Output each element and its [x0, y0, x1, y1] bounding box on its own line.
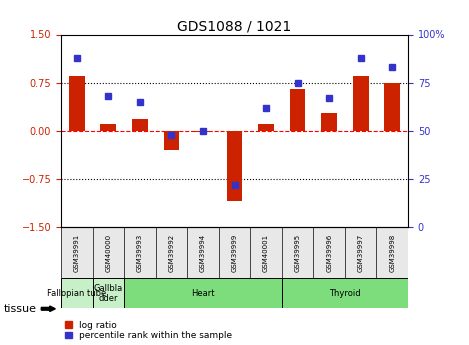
Text: GSM39997: GSM39997: [358, 234, 363, 272]
Bar: [132, 119, 148, 131]
Legend: log ratio, percentile rank within the sample: log ratio, percentile rank within the sa…: [66, 321, 232, 341]
Text: GSM39992: GSM39992: [168, 234, 174, 272]
Bar: [353, 76, 369, 131]
Text: GSM40000: GSM40000: [106, 234, 111, 272]
Text: GSM39991: GSM39991: [74, 234, 80, 272]
Bar: [124, 278, 282, 308]
Bar: [69, 76, 84, 131]
Text: tissue: tissue: [4, 304, 37, 314]
Bar: [61, 278, 92, 308]
Text: GSM39996: GSM39996: [326, 234, 332, 272]
Bar: [92, 278, 124, 308]
Text: Fallopian tube: Fallopian tube: [47, 289, 106, 298]
Bar: [164, 131, 179, 150]
Text: Thyroid: Thyroid: [329, 289, 361, 298]
Text: GSM39999: GSM39999: [232, 234, 237, 272]
Bar: [195, 131, 211, 132]
Bar: [321, 113, 337, 131]
Bar: [385, 82, 400, 131]
Text: GSM39993: GSM39993: [137, 234, 143, 272]
Bar: [100, 124, 116, 131]
Text: GSM40001: GSM40001: [263, 234, 269, 272]
Text: GSM39995: GSM39995: [295, 234, 301, 272]
Title: GDS1088 / 1021: GDS1088 / 1021: [177, 19, 292, 33]
Text: GSM39998: GSM39998: [389, 234, 395, 272]
Text: Heart: Heart: [191, 289, 215, 298]
Bar: [227, 131, 242, 201]
Text: GSM39994: GSM39994: [200, 234, 206, 272]
Bar: [282, 278, 408, 308]
Text: Gallbla
dder: Gallbla dder: [94, 284, 123, 303]
Bar: [290, 89, 305, 131]
Bar: [258, 124, 274, 131]
